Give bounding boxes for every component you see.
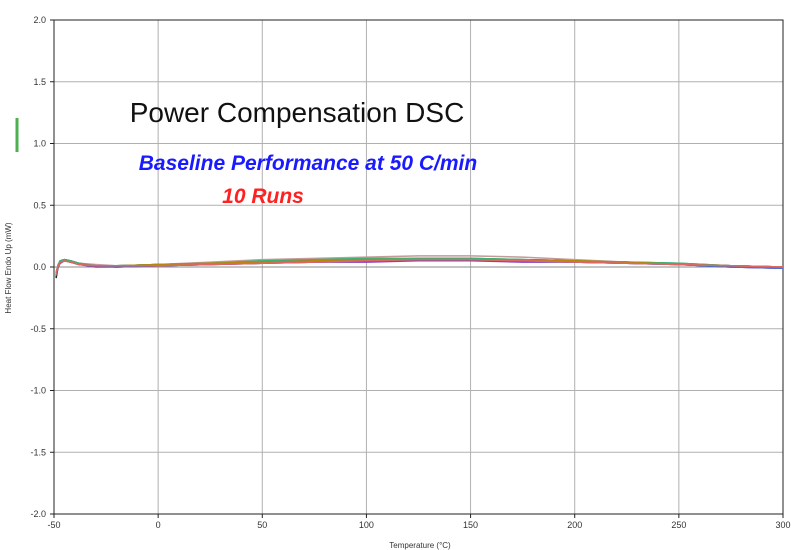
- chart-title: Power Compensation DSC: [130, 97, 465, 128]
- x-tick-label: 0: [156, 520, 161, 530]
- x-tick-label: 50: [257, 520, 267, 530]
- runs-annotation: 10 Runs: [222, 185, 304, 208]
- y-axis-title: Heat Flow Endo Up (mW): [4, 222, 13, 313]
- x-tick-label: -50: [47, 520, 60, 530]
- y-tick-label: 1.0: [33, 139, 46, 149]
- y-tick-label: 0.0: [33, 262, 46, 272]
- y-tick-label: 2.0: [33, 15, 46, 25]
- y-tick-label: 0.5: [33, 200, 46, 210]
- x-tick-label: 200: [567, 520, 582, 530]
- y-tick-label: -1.5: [30, 447, 46, 457]
- x-tick-label: 150: [463, 520, 478, 530]
- x-tick-label: 300: [775, 520, 790, 530]
- chart-subtitle: Baseline Performance at 50 C/min: [139, 152, 477, 175]
- y-tick-label: 1.5: [33, 77, 46, 87]
- y-tick-label: -1.0: [30, 386, 46, 396]
- label-layer: -50 0 50 100 150 200 250 300 2.0 1.5 1.0 0.5 0.0 -0.5…: [30, 15, 790, 530]
- y-tick-label: -0.5: [30, 324, 46, 334]
- series-layer: [55, 255, 784, 279]
- x-tick-label: 250: [671, 520, 686, 530]
- grid-layer: [54, 20, 783, 514]
- y-tick-label: -2.0: [30, 509, 46, 519]
- x-tick-label: 100: [359, 520, 374, 530]
- series-line-10: [55, 258, 784, 274]
- x-axis-title: Temperature (°C): [389, 541, 451, 550]
